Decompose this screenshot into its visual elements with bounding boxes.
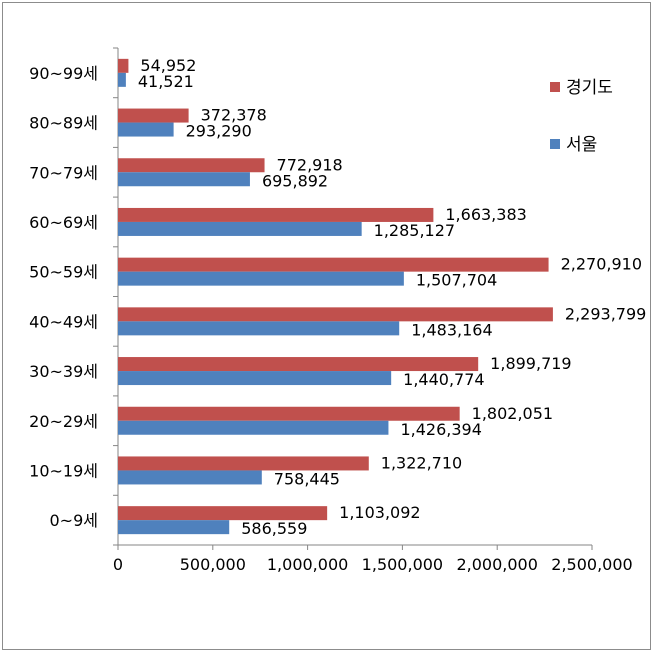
data-label-seoul: 1,507,704 xyxy=(416,271,497,290)
category-label: 70~79세 xyxy=(29,163,98,182)
bar-seoul xyxy=(118,520,230,535)
bar-gyeonggi xyxy=(118,506,328,521)
legend-swatch xyxy=(550,139,560,149)
data-label-seoul: 293,290 xyxy=(186,122,252,141)
category-label: 0~9세 xyxy=(50,511,99,530)
category-label: 10~19세 xyxy=(29,461,98,480)
bar-seoul xyxy=(118,371,392,386)
bar-gyeonggi xyxy=(118,307,553,322)
bar-gyeonggi xyxy=(118,456,369,471)
category-label: 50~59세 xyxy=(29,263,98,282)
category-label: 30~39세 xyxy=(29,362,98,381)
data-label-seoul: 1,426,394 xyxy=(400,420,481,439)
legend-label: 서울 xyxy=(566,135,597,155)
bar-seoul xyxy=(118,271,404,286)
bar-gyeonggi xyxy=(118,108,189,123)
data-label-gyeonggi: 372,378 xyxy=(201,106,267,125)
data-label-gyeonggi: 1,322,710 xyxy=(381,453,462,472)
x-tick-label: 2,000,000 xyxy=(456,555,537,574)
bar-gyeonggi xyxy=(118,158,265,173)
data-label-gyeonggi: 1,899,719 xyxy=(490,354,571,373)
x-tick-label: 1,000,000 xyxy=(267,555,348,574)
bar-seoul xyxy=(118,72,126,87)
data-label-gyeonggi: 54,952 xyxy=(140,56,196,75)
x-tick-label: 2,500,000 xyxy=(551,555,632,574)
category-label: 60~69세 xyxy=(29,213,98,232)
category-label: 90~99세 xyxy=(29,64,98,83)
x-tick-label: 500,000 xyxy=(180,555,246,574)
data-label-gyeonggi: 1,103,092 xyxy=(339,503,420,522)
data-label-gyeonggi: 772,918 xyxy=(277,155,343,174)
bar-gyeonggi xyxy=(118,406,460,421)
data-label-seoul: 1,440,774 xyxy=(403,370,484,389)
bar-seoul xyxy=(118,321,400,336)
bar-seoul xyxy=(118,122,174,137)
bar-seoul xyxy=(118,172,250,187)
data-label-seoul: 41,521 xyxy=(138,72,194,91)
bar-gyeonggi xyxy=(118,207,434,222)
x-tick-label: 1,500,000 xyxy=(362,555,443,574)
legend-label: 경기도 xyxy=(566,78,613,98)
category-label: 40~49세 xyxy=(29,312,98,331)
data-label-seoul: 695,892 xyxy=(262,171,328,190)
legend-swatch xyxy=(550,82,560,92)
data-label-seoul: 758,445 xyxy=(274,469,340,488)
x-tick-label: 0 xyxy=(113,555,123,574)
bar-gyeonggi xyxy=(118,58,129,73)
data-label-seoul: 1,483,164 xyxy=(411,320,492,339)
bar-seoul xyxy=(118,420,389,435)
category-label: 80~89세 xyxy=(29,114,98,133)
data-label-gyeonggi: 1,802,051 xyxy=(472,404,553,423)
data-label-gyeonggi: 2,270,910 xyxy=(561,255,642,274)
bar-gyeonggi xyxy=(118,257,549,272)
bar-seoul xyxy=(118,221,362,236)
data-label-seoul: 1,285,127 xyxy=(374,221,455,240)
data-label-seoul: 586,559 xyxy=(241,519,307,538)
data-label-gyeonggi: 1,663,383 xyxy=(445,205,526,224)
bar-seoul xyxy=(118,470,262,485)
category-label: 20~29세 xyxy=(29,412,98,431)
data-label-gyeonggi: 2,293,799 xyxy=(565,304,646,323)
bar-gyeonggi xyxy=(118,357,479,372)
